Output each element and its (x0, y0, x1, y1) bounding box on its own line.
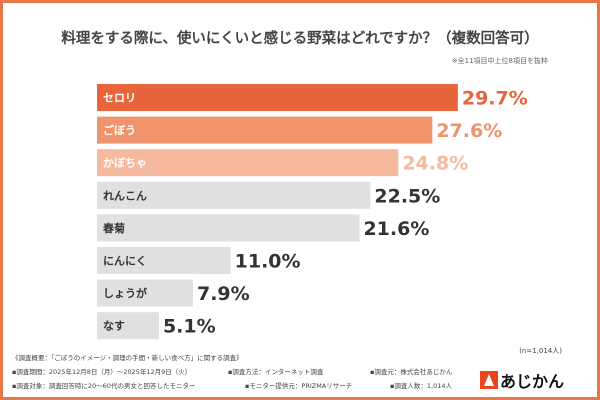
footer-method: ▪調査方法：インターネット調査 (228, 368, 324, 376)
bar (97, 84, 458, 111)
category-label: ごぼう (103, 123, 136, 137)
category-label: にんにく (103, 255, 147, 268)
footer-target: ▪調査対象：調査回答時に20～60代の男女と回答したモニター (12, 382, 196, 390)
footer-period: ▪調査期間：2025年12月8日（月）～2025年12月9日（火） (12, 368, 192, 376)
bar (97, 116, 433, 144)
category-label: なす (103, 320, 125, 333)
logo-mark-icon (480, 371, 498, 389)
bar (97, 214, 360, 242)
value-label: 5.1% (163, 316, 216, 338)
chart-subtitle: ※全11項目中上位8項目を抜粋 (451, 57, 548, 65)
footer-organizer: ▪調査元：株式会社あじかん (370, 368, 453, 376)
company-logo: あじかん (480, 368, 564, 392)
value-label: 24.8% (402, 153, 468, 175)
category-label: れんこん (103, 189, 147, 202)
value-label: 29.7% (462, 88, 528, 110)
bar (97, 312, 159, 340)
value-label: 7.9% (197, 283, 250, 305)
footer-provider: ▪モニター提供元：PRIZMAリサーチ (245, 382, 353, 390)
value-label: 27.6% (436, 120, 502, 142)
category-label: 春菊 (103, 221, 125, 235)
category-label: しょうが (103, 286, 147, 300)
value-label: 11.0% (235, 251, 301, 273)
chart-title: 料理をする際に、使いにくいと感じる野菜はどれですか？（複数回答可） (61, 31, 539, 47)
bar (97, 149, 399, 177)
bar (97, 279, 193, 307)
category-label: かぼちゃ (103, 157, 147, 170)
value-label: 21.6% (363, 218, 429, 240)
bar (97, 247, 231, 274)
bar (97, 181, 371, 209)
category-label: セロリ (103, 92, 136, 105)
footer-count: ▪調査人数：1,014人 (390, 382, 453, 390)
value-label: 22.5% (374, 185, 440, 207)
footer-overview: 《調査概要：「ごぼうのイメージ・調理の手間・新しい食べ方」に関する調査》 (12, 354, 243, 362)
sample-size: (n=1,014人) (519, 347, 562, 355)
logo-text: あじかん (500, 372, 565, 391)
